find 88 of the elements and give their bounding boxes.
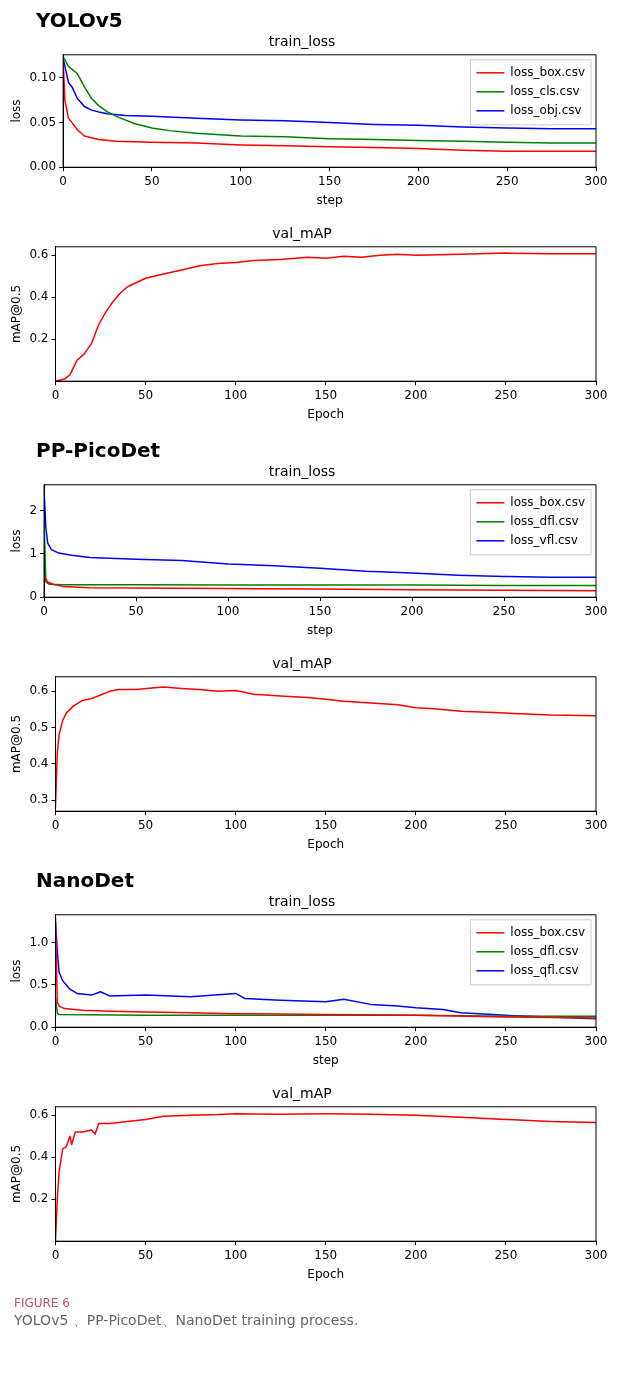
y-tick-label: 0.5 <box>29 719 49 734</box>
chart-title: train_loss <box>268 463 336 480</box>
x-tick-label: 300 <box>584 1033 608 1048</box>
x-tick-label: 100 <box>224 387 248 402</box>
y-axis-title: loss <box>9 529 24 553</box>
x-tick-label: 300 <box>584 817 608 832</box>
legend-label: loss_dfl.csv <box>510 943 579 958</box>
x-tick-label: 50 <box>137 817 154 832</box>
x-tick-label: 300 <box>584 603 608 618</box>
caption: FIGURE 6 <box>14 1296 71 1310</box>
legend-label: loss_dfl.csv <box>510 513 579 528</box>
x-tick-label: 200 <box>404 817 428 832</box>
x-tick-label: 200 <box>404 1033 428 1048</box>
x-tick-label: 250 <box>492 603 516 618</box>
y-axis-title: loss <box>9 959 24 983</box>
chart-title: val_mAP <box>272 225 332 242</box>
y-tick-label: 1.0 <box>29 934 49 949</box>
chart-title: train_loss <box>268 893 336 910</box>
x-axis-title: Epoch <box>307 1266 345 1281</box>
y-tick-label: 0.2 <box>29 1191 49 1206</box>
text: PP-PicoDet <box>36 438 162 462</box>
y-tick-label: 0.3 <box>29 792 49 807</box>
y-tick-label: 0.4 <box>29 289 49 304</box>
y-tick-label: 0.6 <box>29 1107 49 1122</box>
x-tick-label: 100 <box>229 173 253 188</box>
x-tick-label: 150 <box>318 173 342 188</box>
x-axis-title: step <box>307 622 333 637</box>
x-tick-label: 150 <box>314 1247 338 1262</box>
x-axis-title: step <box>316 192 343 207</box>
x-tick-label: 100 <box>224 1247 248 1262</box>
chart-title: val_mAP <box>272 655 332 672</box>
y-axis-title: mAP@0.5 <box>9 284 24 344</box>
x-tick-label: 50 <box>137 1033 154 1048</box>
x-tick-label: 50 <box>128 603 144 618</box>
y-tick-label: 2 <box>29 502 38 517</box>
x-tick-label: 300 <box>584 387 608 402</box>
y-axis-title: mAP@0.5 <box>9 714 24 774</box>
legend-label: loss_vfl.csv <box>510 532 578 547</box>
chart-title: train_loss <box>268 33 336 50</box>
x-tick-label: 250 <box>494 1247 518 1262</box>
y-tick-label: 0.6 <box>29 247 49 262</box>
x-tick-label: 150 <box>314 1033 338 1048</box>
x-tick-label: 200 <box>404 387 428 402</box>
chart-title: val_mAP <box>272 1085 332 1102</box>
y-tick-label: 0.2 <box>29 331 49 346</box>
x-tick-label: 150 <box>314 817 338 832</box>
legend-label: loss_box.csv <box>510 64 585 79</box>
text: YOLOv5 <box>36 8 124 32</box>
legend-label: loss_obj.csv <box>510 102 582 117</box>
x-tick-label: 150 <box>308 603 332 618</box>
y-axis-title: loss <box>9 99 24 123</box>
x-tick-label: 250 <box>495 173 519 188</box>
y-tick-label: 0.00 <box>29 159 57 174</box>
x-axis-title: Epoch <box>307 406 345 421</box>
text: NanoDet <box>36 868 135 892</box>
x-tick-label: 50 <box>137 387 154 402</box>
x-tick-label: 200 <box>400 603 424 618</box>
x-tick-label: 250 <box>494 817 518 832</box>
x-axis-title: step <box>312 1052 339 1067</box>
legend-label: loss_cls.csv <box>510 83 580 98</box>
y-tick-label: 0.5 <box>29 977 49 992</box>
y-tick-label: 1 <box>29 546 38 561</box>
x-tick-label: 100 <box>224 1033 248 1048</box>
y-tick-label: 0.10 <box>29 70 57 85</box>
text: YOLOv5 、PP-PicoDet、NanoDet training process. <box>14 1312 360 1330</box>
x-tick-label: 250 <box>494 387 518 402</box>
y-tick-label: 0.4 <box>29 756 49 771</box>
x-tick-label: 200 <box>404 1247 428 1262</box>
y-tick-label: 0.05 <box>29 114 57 129</box>
y-tick-label: 0.6 <box>29 683 49 698</box>
y-tick-label: 0 <box>29 589 38 604</box>
x-tick-label: 100 <box>216 603 240 618</box>
x-axis-title: Epoch <box>307 836 345 851</box>
legend-label: loss_qfl.csv <box>510 962 579 977</box>
x-tick-label: 50 <box>137 1247 154 1262</box>
x-tick-label: 100 <box>224 817 248 832</box>
y-tick-label: 0.0 <box>29 1019 49 1034</box>
x-tick-label: 250 <box>494 1033 518 1048</box>
x-tick-label: 200 <box>406 173 430 188</box>
y-tick-label: 0.4 <box>29 1149 49 1164</box>
legend-label: loss_box.csv <box>510 924 585 939</box>
x-tick-label: 50 <box>144 173 160 188</box>
x-tick-label: 0 <box>59 173 67 188</box>
legend-label: loss_box.csv <box>510 494 585 509</box>
y-axis-title: mAP@0.5 <box>9 1144 24 1204</box>
x-tick-label: 300 <box>584 173 608 188</box>
x-tick-label: 150 <box>314 387 338 402</box>
x-tick-label: 300 <box>584 1247 608 1262</box>
